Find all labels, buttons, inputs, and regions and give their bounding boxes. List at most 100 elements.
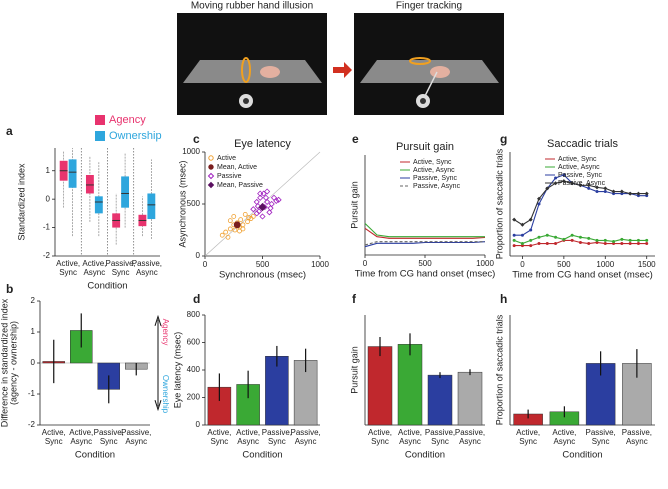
point: [612, 239, 616, 243]
y-tick-label: -2: [43, 251, 51, 260]
point: [570, 238, 574, 242]
y-tick-label: 2: [31, 296, 36, 305]
y-axis-label: Asynchronous (msec): [177, 160, 187, 247]
x-tick-label: 1000: [476, 259, 494, 268]
illustration-right: [354, 13, 504, 115]
point: [223, 229, 229, 235]
legend-label: Ownership: [109, 130, 162, 142]
bar: [427, 374, 453, 426]
legend-swatch: [95, 131, 105, 141]
x-tick-label: Passive, Sync: [106, 259, 136, 277]
point: [587, 236, 591, 240]
illustration-title: Moving rubber hand illusion: [191, 1, 313, 12]
x-tick-label: 0: [203, 260, 208, 269]
legend-label: Passive, Sync: [558, 172, 602, 179]
point: [520, 233, 524, 237]
point: [233, 221, 241, 229]
point: [644, 191, 649, 196]
point: [545, 186, 550, 191]
y-tick-label: 1: [46, 166, 51, 175]
x-tick-label: Active, Sync: [56, 259, 80, 277]
point: [246, 215, 252, 220]
x-tick-label: Active, Async: [82, 259, 106, 277]
legend-marker: [208, 155, 214, 161]
legend-label: Mean, Passive: [217, 182, 263, 189]
box: [121, 176, 130, 208]
legend-label: Passive, Async: [558, 180, 606, 187]
box: [147, 193, 156, 220]
y-tick-label: 1000: [182, 147, 200, 156]
y-tick-label: -1: [28, 389, 36, 398]
x-tick-label: Passive, Async: [291, 428, 321, 446]
point: [595, 185, 599, 190]
point: [254, 203, 261, 210]
y-axis-label: Pursuit gain: [349, 346, 359, 394]
x-tick-label: 1500: [638, 260, 656, 269]
y-tick-label: 0: [46, 194, 51, 203]
point: [258, 203, 267, 212]
y-tick-label: 0: [196, 420, 201, 429]
x-tick-label: Active, Async: [69, 428, 93, 446]
point: [612, 192, 616, 196]
y-tick-label: 0: [31, 358, 36, 367]
point: [595, 238, 599, 242]
point: [636, 194, 640, 198]
x-axis-label: Condition: [242, 450, 282, 461]
point: [628, 238, 632, 242]
box: [94, 196, 103, 214]
point: [257, 190, 264, 197]
y-axis-label: Proportion of saccadic trials: [494, 148, 504, 259]
legend-marker: [207, 181, 215, 189]
x-tick-label: 0: [520, 260, 525, 269]
point: [237, 228, 242, 234]
point: [628, 242, 632, 246]
point: [537, 242, 541, 246]
legend-label: Active, Sync: [413, 159, 452, 166]
point: [231, 214, 237, 219]
point: [645, 238, 649, 242]
x-tick-label: Passive, Async: [132, 259, 162, 277]
point: [611, 189, 616, 194]
point: [240, 222, 246, 228]
point: [250, 214, 256, 219]
point: [595, 240, 599, 244]
point: [554, 235, 558, 239]
point: [620, 242, 624, 246]
legend-marker: [208, 164, 214, 170]
point: [232, 227, 238, 233]
bar: [367, 346, 393, 426]
panel-label: h: [500, 292, 507, 306]
illustration-title: Finger tracking: [396, 1, 462, 12]
point: [603, 242, 607, 246]
x-tick-label: 1000: [311, 260, 329, 269]
legend-label: Mean, Active: [217, 164, 257, 171]
panel-label: a: [6, 124, 13, 138]
point: [570, 181, 575, 186]
x-tick-label: 0: [363, 259, 368, 268]
y-tick-label: -1: [43, 223, 51, 232]
x-axis-label: Time from CG hand onset (msec): [355, 269, 496, 280]
point: [266, 209, 273, 216]
line: [364, 241, 486, 248]
legend-label: Passive, Async: [413, 183, 461, 190]
point: [545, 242, 549, 246]
x-tick-label: Active, Sync: [42, 428, 66, 446]
x-tick-label: Passive, Sync: [94, 428, 124, 446]
illustration-left: [177, 13, 327, 115]
line: [364, 227, 486, 239]
y-axis-label: Proportion of saccadic trials: [494, 314, 504, 425]
point: [562, 237, 566, 241]
x-tick-label: Passive, Sync: [586, 428, 616, 446]
point: [262, 194, 270, 201]
x-tick-label: Active, Sync: [516, 428, 540, 446]
point: [619, 189, 624, 194]
panel-label: c: [193, 132, 200, 146]
point: [586, 183, 591, 188]
point: [512, 244, 516, 248]
point: [620, 192, 624, 196]
annotation: Ownership: [161, 375, 170, 414]
point: [529, 244, 533, 248]
